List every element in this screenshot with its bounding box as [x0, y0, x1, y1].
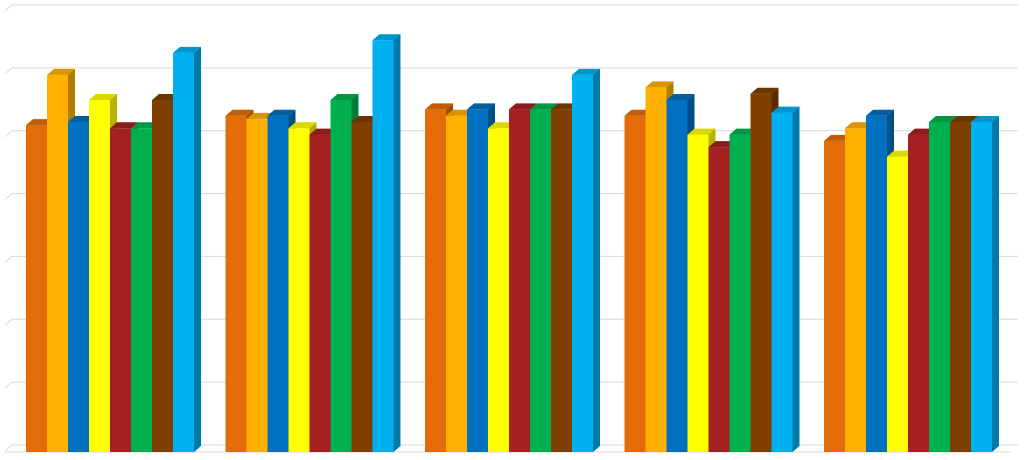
bar-top [173, 46, 201, 53]
bar-top [225, 109, 254, 116]
bar-top [509, 103, 537, 110]
bar [729, 134, 751, 453]
bar [666, 100, 688, 452]
bar-top [267, 109, 296, 116]
bar-top [645, 81, 674, 88]
bar [645, 87, 667, 452]
bar-top [47, 68, 75, 75]
gridline-diagonal [4, 193, 13, 200]
bar [750, 93, 772, 452]
bar [110, 128, 131, 453]
bar [26, 125, 47, 453]
gridline-diagonal [4, 444, 13, 452]
gridline-diagonal [4, 130, 13, 138]
bar-top [288, 122, 317, 129]
bar-top [771, 106, 800, 113]
bar-top [572, 68, 600, 75]
bar [309, 134, 331, 453]
bar [288, 128, 310, 453]
bar [351, 122, 373, 452]
bar [887, 156, 908, 453]
bar [488, 128, 509, 453]
bar-top [666, 94, 695, 100]
bar-top [929, 116, 957, 122]
bar [267, 115, 289, 452]
bar [89, 100, 110, 452]
bar [572, 74, 593, 452]
bar-top [971, 116, 999, 122]
bar-top [330, 94, 359, 100]
bar-top [425, 103, 453, 110]
bar-top [687, 128, 716, 135]
bar [929, 122, 950, 452]
bar-top [110, 122, 138, 129]
bar-side [393, 34, 401, 453]
bar-side [792, 106, 800, 453]
bar [845, 128, 866, 453]
bar [687, 134, 709, 453]
bar [708, 147, 730, 452]
gridline-diagonal [4, 318, 13, 326]
bar-top [750, 87, 779, 94]
bar [509, 109, 530, 452]
bar [246, 118, 268, 452]
bar [47, 74, 68, 452]
bar [446, 115, 467, 452]
bar [152, 100, 173, 452]
bar [372, 40, 394, 453]
bar [551, 109, 572, 452]
bar [68, 122, 89, 452]
bar [771, 112, 793, 453]
bar-side [194, 46, 201, 452]
bar [866, 115, 887, 452]
bar [908, 134, 929, 453]
bar [530, 109, 551, 452]
bar-top [530, 103, 558, 110]
bar-top [950, 116, 978, 122]
bar-top [866, 109, 894, 116]
gridline-diagonal [4, 4, 13, 12]
bar [824, 140, 845, 452]
bar-side [593, 68, 600, 452]
bar-top [467, 103, 495, 110]
bar-side [992, 116, 999, 452]
bar [624, 115, 646, 452]
gridline-diagonal [4, 256, 13, 263]
bar [131, 128, 152, 453]
bar [330, 100, 352, 452]
bar [173, 52, 194, 452]
bar [225, 115, 247, 452]
gridline-diagonal [4, 381, 13, 389]
bar [467, 109, 488, 452]
bar-top [89, 94, 117, 100]
bar-top [372, 34, 401, 41]
gridline-diagonal [4, 67, 13, 75]
bar [950, 122, 971, 452]
bar [971, 122, 992, 452]
bar [425, 109, 446, 452]
